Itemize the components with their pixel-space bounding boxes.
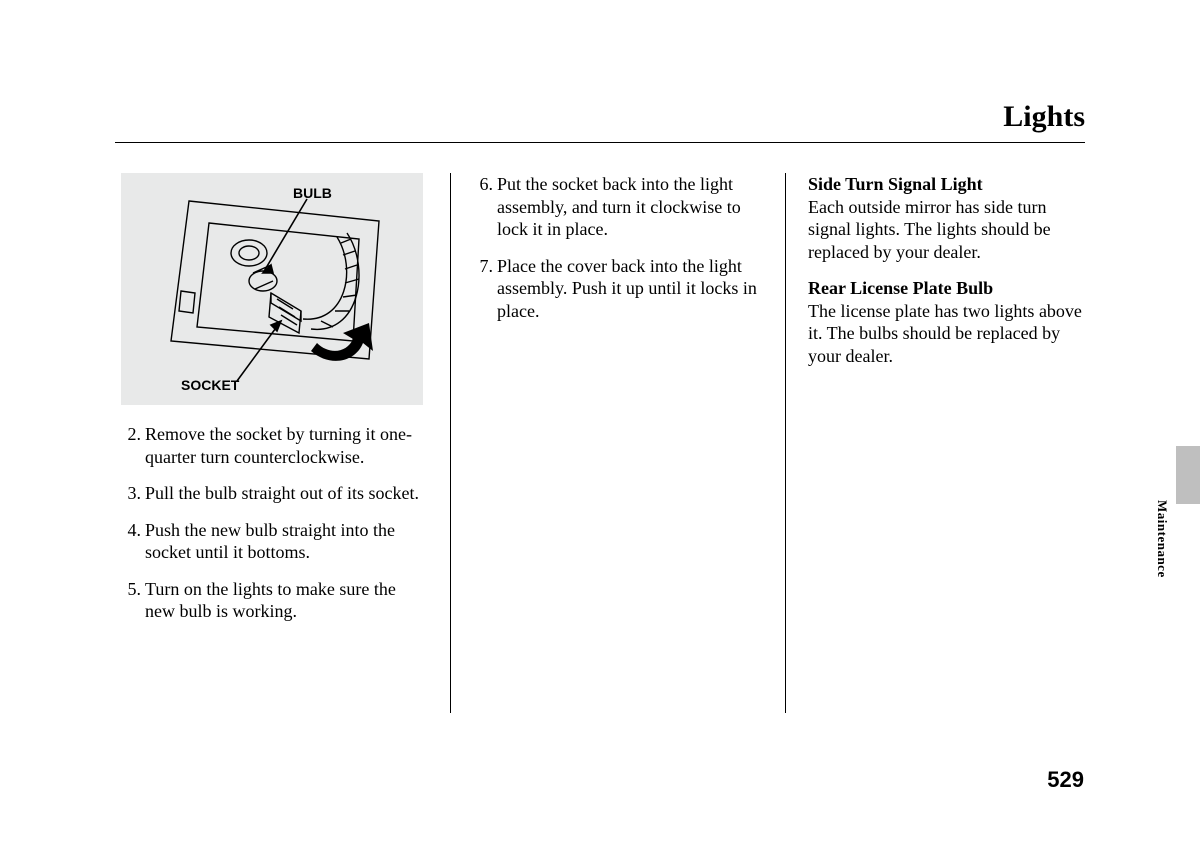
step-item: 6. Put the socket back into the light as… [473, 173, 763, 241]
step-number: 2. [121, 423, 141, 468]
bulb-socket-diagram: BULB SOCKET [121, 173, 423, 405]
step-item: 7. Place the cover back into the light a… [473, 255, 763, 323]
steps-list-col2: 6. Put the socket back into the light as… [473, 173, 763, 322]
page-number: 529 [1047, 767, 1084, 793]
section: Rear License Plate Bulb The license plat… [808, 277, 1085, 367]
diagram-label-socket: SOCKET [181, 377, 239, 395]
step-item: 3. Pull the bulb straight out of its soc… [121, 482, 428, 505]
title-rule [115, 142, 1085, 143]
step-text: Pull the bulb straight out of its socket… [145, 482, 428, 505]
column-1: BULB SOCKET 2. Remove the socket by turn… [115, 173, 450, 713]
diagram-svg [121, 173, 423, 405]
step-number: 6. [473, 173, 493, 241]
step-text: Remove the socket by turning it one-quar… [145, 423, 428, 468]
section-body: The license plate has two lights above i… [808, 300, 1085, 368]
step-number: 7. [473, 255, 493, 323]
steps-list-col1: 2. Remove the socket by turning it one-q… [121, 423, 428, 623]
section-tab [1176, 446, 1200, 504]
section-heading: Rear License Plate Bulb [808, 277, 1085, 300]
page-title: Lights [115, 100, 1085, 134]
step-text: Push the new bulb straight into the sock… [145, 519, 428, 564]
step-text: Put the socket back into the light assem… [497, 173, 763, 241]
section: Side Turn Signal Light Each outside mirr… [808, 173, 1085, 263]
content-columns: BULB SOCKET 2. Remove the socket by turn… [115, 173, 1085, 713]
step-number: 3. [121, 482, 141, 505]
step-number: 5. [121, 578, 141, 623]
section-body: Each outside mirror has side turn signal… [808, 196, 1085, 264]
manual-page: Lights [115, 100, 1085, 713]
column-2: 6. Put the socket back into the light as… [450, 173, 785, 713]
section-heading: Side Turn Signal Light [808, 173, 1085, 196]
column-3: Side Turn Signal Light Each outside mirr… [785, 173, 1085, 713]
step-item: 5. Turn on the lights to make sure the n… [121, 578, 428, 623]
section-tab-label: Maintenance [1154, 500, 1170, 578]
step-text: Turn on the lights to make sure the new … [145, 578, 428, 623]
step-item: 4. Push the new bulb straight into the s… [121, 519, 428, 564]
step-item: 2. Remove the socket by turning it one-q… [121, 423, 428, 468]
step-number: 4. [121, 519, 141, 564]
diagram-label-bulb: BULB [293, 185, 332, 203]
step-text: Place the cover back into the light asse… [497, 255, 763, 323]
